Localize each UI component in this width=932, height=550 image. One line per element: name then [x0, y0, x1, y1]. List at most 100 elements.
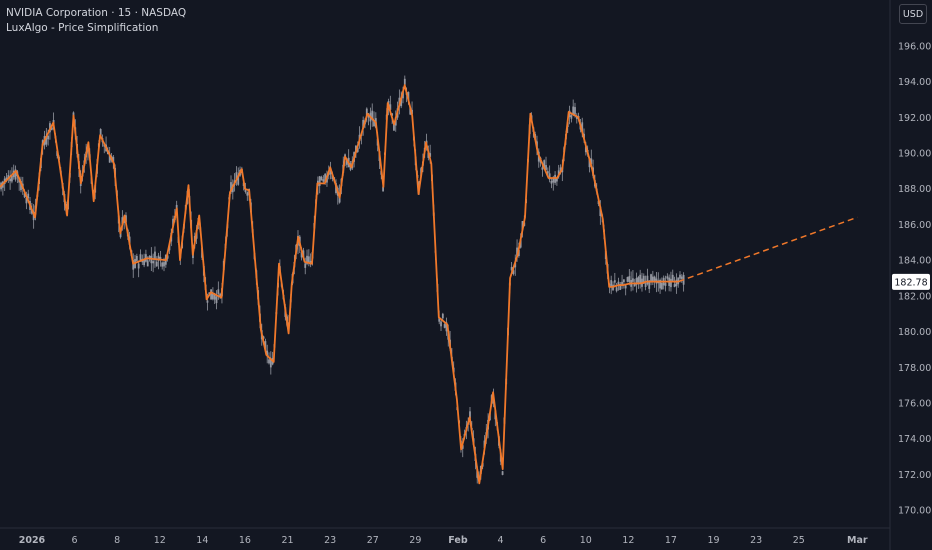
simplified-point [561, 168, 563, 170]
simplified-point [15, 170, 17, 172]
candle-body [237, 176, 240, 185]
y-tick-label-partial: 196.00 [898, 41, 931, 52]
candle-body [548, 173, 551, 180]
y-tick-label: 180.00 [898, 327, 931, 338]
simplified-point [366, 113, 369, 115]
simplified-point [404, 84, 406, 86]
candle-body [400, 98, 403, 107]
simplified-point [547, 177, 550, 179]
simplified-point [132, 263, 134, 265]
simplified-point [629, 282, 632, 284]
candle-body [653, 276, 656, 281]
simplified-point [417, 193, 420, 195]
candle-body [644, 283, 647, 287]
candle-body [581, 122, 584, 133]
simplified-point [645, 280, 648, 283]
y-tick-label: 194.00 [898, 77, 931, 88]
candle-body [671, 274, 674, 281]
candle-body [210, 289, 212, 300]
simplified-point [430, 163, 432, 165]
candle-body [510, 267, 513, 271]
x-tick-label: Mar [847, 535, 868, 546]
simplified-point [375, 122, 377, 124]
candle-body [545, 165, 547, 170]
y-tick-label: 192.00 [898, 113, 931, 124]
candle-body [244, 189, 247, 193]
candle-body [27, 193, 30, 199]
indicator-title[interactable]: LuxAlgo - Price Simplification [6, 22, 159, 34]
candle-body [541, 167, 544, 170]
candle-body [157, 255, 160, 261]
simplified-point [72, 114, 75, 117]
simplified-point [411, 114, 413, 117]
candle-body [574, 107, 576, 115]
simplified-point [568, 111, 570, 113]
x-tick-label: 12 [154, 535, 166, 546]
simplified-point [502, 468, 504, 470]
candle-body [443, 324, 446, 328]
candle-body [23, 193, 26, 198]
simplified-point [303, 261, 306, 263]
simplified-point [622, 284, 624, 286]
candle-body [5, 177, 8, 181]
candle-body [514, 262, 517, 268]
candle-body [373, 120, 375, 127]
candle-body [50, 127, 53, 131]
candle-body [621, 281, 623, 286]
currency-button[interactable]: USD [899, 4, 927, 24]
simplified-point [297, 236, 299, 238]
simplified-point [591, 168, 593, 170]
simplified-point [87, 141, 89, 143]
simplified-point [382, 186, 384, 188]
candle-body [148, 255, 151, 259]
price-axis[interactable]: 170.00 172.00 174.00 176.00 178.00 180.00 182.… [889, 0, 931, 550]
simplified-point [229, 191, 231, 193]
simplified-point [611, 286, 613, 288]
candle-body [440, 321, 442, 327]
simplified-point [244, 188, 246, 190]
candle-body [365, 108, 368, 116]
candle-body [266, 350, 269, 356]
candle-body [211, 292, 214, 300]
time-axis[interactable]: 2026 6 8 12 14 16 21 23 27 29 Feb 4 6 10 12 17 19 23 25 Mar [0, 527, 890, 546]
candle-body [152, 261, 155, 264]
candle-body [628, 276, 631, 283]
candle-body [590, 158, 593, 165]
candle-body [660, 282, 663, 290]
candle-body [99, 129, 102, 136]
simplified-point [119, 232, 121, 234]
x-tick-label: 16 [239, 535, 251, 546]
x-tick-label: 10 [580, 535, 592, 546]
simplified-point [124, 214, 126, 217]
simplified-point [198, 214, 200, 217]
candle-body [324, 173, 327, 183]
candle-body [47, 135, 50, 140]
symbol-title[interactable]: NVIDIA Corporation · 15 · NASDAQ [6, 7, 187, 19]
simplified-point [265, 354, 267, 356]
candle-body [322, 179, 325, 182]
y-tick-label: 172.00 [898, 470, 931, 481]
candle-body [670, 278, 672, 288]
x-tick-label: 14 [196, 535, 208, 546]
candle-body [570, 115, 573, 119]
simplified-point [344, 155, 346, 158]
simplified-point [650, 280, 652, 283]
simplified-point [248, 189, 250, 192]
simplified-point [66, 214, 68, 217]
x-tick-label: 2026 [19, 535, 46, 546]
simplified-point [516, 254, 519, 256]
y-tick-label: 178.00 [898, 363, 931, 374]
simplified-point [206, 298, 208, 301]
x-tick-label: 21 [282, 535, 294, 546]
candle-body [371, 110, 374, 120]
simplified-point [618, 284, 620, 286]
y-tick-label: 174.00 [898, 434, 931, 445]
x-tick-label: 17 [665, 535, 677, 546]
candle-body [622, 279, 625, 283]
candle-body [230, 182, 232, 193]
simplified-line-layer [0, 84, 858, 485]
candle-body [14, 169, 17, 180]
last-price-marker: 182.78 [892, 273, 930, 290]
